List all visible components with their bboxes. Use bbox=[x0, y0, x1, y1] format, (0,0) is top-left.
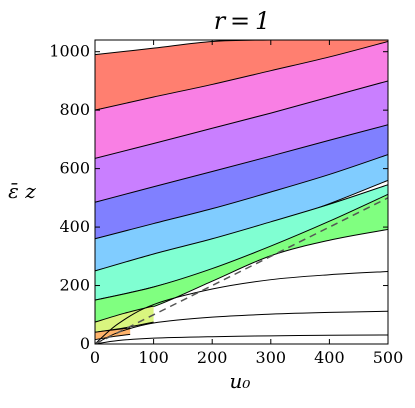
plot-frame bbox=[94, 39, 389, 345]
y-tick-label-800: 800 bbox=[59, 100, 90, 119]
band-5-upper-edge bbox=[95, 154, 388, 240]
y-tick-label-0: 0 bbox=[80, 334, 90, 353]
x-tick-label-200: 200 bbox=[197, 348, 228, 367]
band-3-fill bbox=[95, 80, 388, 203]
band-6-fill bbox=[95, 184, 388, 301]
x-tick-label-400: 400 bbox=[314, 348, 345, 367]
band-4-upper-edge bbox=[95, 124, 388, 203]
band-3-upper-edge bbox=[95, 80, 388, 159]
reference-line-layer bbox=[95, 197, 388, 344]
y-tick-label-1000: 1000 bbox=[49, 42, 90, 61]
band-7-upper-edge bbox=[95, 193, 388, 301]
y-tick-label-200: 200 bbox=[59, 276, 90, 295]
curve-1 bbox=[95, 271, 388, 344]
band-4-fill bbox=[95, 124, 388, 239]
labels-layer: 0 100 200 300 400 500 0 200 400 600 800 1000 bbox=[49, 42, 403, 367]
band-2-fill bbox=[95, 41, 388, 159]
x-tick-label-100: 100 bbox=[138, 348, 169, 367]
ticks-layer bbox=[94, 40, 389, 345]
band-9-lower-edge bbox=[95, 333, 131, 341]
band-9-upper-edge bbox=[95, 327, 131, 333]
band-7-fill bbox=[95, 194, 388, 324]
bands-layer bbox=[95, 40, 388, 341]
reference-diagonal-dashed-line bbox=[95, 197, 388, 344]
y-tick-label-600: 600 bbox=[59, 159, 90, 178]
band-2-upper-edge bbox=[95, 40, 388, 111]
y-axis-label: ε̄ z bbox=[8, 179, 36, 203]
band-5-fill bbox=[95, 154, 388, 271]
band-6-upper-edge bbox=[95, 184, 388, 272]
x-tick-label-0: 0 bbox=[90, 348, 100, 367]
y-tick-label-400: 400 bbox=[59, 217, 90, 236]
band-1-fill bbox=[95, 40, 388, 111]
x-tick-label-500: 500 bbox=[373, 348, 404, 367]
x-axis-label: u₀ bbox=[230, 369, 251, 393]
x-tick-label-300: 300 bbox=[256, 348, 287, 367]
curve-3 bbox=[95, 334, 388, 344]
chart-title: r = 1 bbox=[214, 7, 270, 35]
